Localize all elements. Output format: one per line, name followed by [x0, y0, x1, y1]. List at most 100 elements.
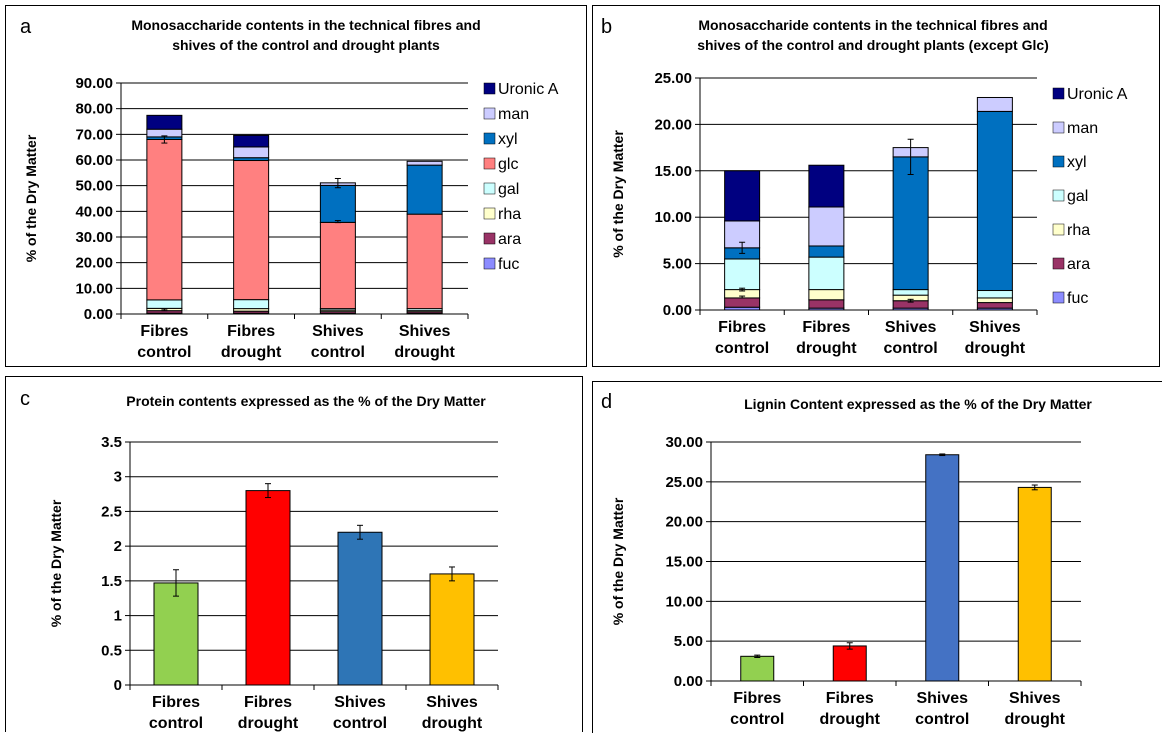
y-tick-label: 0.5 — [101, 642, 122, 659]
legend-label: glc — [498, 156, 518, 173]
legend-swatch — [483, 207, 496, 220]
legend-swatch — [1052, 223, 1065, 236]
x-tick-label: Fibres — [826, 690, 874, 707]
legend-label: ara — [498, 231, 521, 248]
y-tick-label: 20.00 — [654, 116, 692, 133]
x-tick-label: control — [333, 715, 387, 732]
bar — [925, 454, 960, 682]
y-tick-label: 10.00 — [654, 209, 692, 226]
legend-label: gal — [1067, 188, 1088, 205]
x-tick-label: control — [311, 344, 365, 361]
x-tick-label: drought — [796, 340, 857, 357]
chart-title: Monosaccharide contents in the technical… — [698, 17, 1047, 33]
bar-segment-glc — [319, 221, 356, 310]
legend-label: Uronic A — [498, 81, 559, 98]
legend-label: Uronic A — [1067, 86, 1128, 103]
y-tick-label: 30.00 — [665, 434, 703, 451]
bar — [153, 582, 199, 686]
legend-label: xyl — [1067, 154, 1087, 171]
x-tick-label: drought — [394, 344, 455, 361]
chart-title: Protein contents expressed as the % of t… — [126, 393, 486, 409]
y-tick-label: 1.5 — [101, 573, 122, 590]
bar-segment-ara — [808, 299, 845, 309]
panel-letter: c — [20, 388, 30, 410]
y-tick-label: 60.00 — [75, 152, 113, 169]
legend-swatch — [1052, 155, 1065, 168]
chart-panel-a: a Monosaccharide contents in the technica… — [5, 5, 587, 367]
y-tick-label: 40.00 — [75, 203, 113, 220]
x-tick-label: Fibres — [733, 690, 781, 707]
bar-segment-gal — [808, 256, 845, 291]
legend-label: fuc — [498, 256, 519, 273]
bar — [1017, 486, 1052, 682]
chart-panel-b: b Monosaccharide contents in the technica… — [592, 5, 1160, 367]
legend-swatch — [483, 257, 496, 270]
legend-swatch — [483, 232, 496, 245]
y-tick-label: 1 — [114, 608, 122, 625]
chart-d-svg: d Lignin Content expressed as the % of th… — [601, 391, 1092, 728]
y-tick-label: 70.00 — [75, 126, 113, 143]
x-tick-label: Fibres — [140, 323, 188, 340]
bar — [832, 645, 867, 682]
bar-segment-rha — [976, 297, 1013, 304]
legend-label: fuc — [1067, 290, 1088, 307]
bar-segment-man — [808, 206, 845, 247]
y-tick-label: 0.00 — [674, 673, 703, 690]
x-tick-label: Shives — [399, 323, 451, 340]
x-tick-label: control — [730, 711, 784, 728]
x-tick-label: drought — [965, 340, 1026, 357]
chart-c-svg: c Protein contents expressed as the % of … — [20, 388, 499, 732]
y-tick-label: 0 — [114, 677, 122, 694]
y-tick-label: 5.00 — [663, 256, 692, 273]
bar-segment-xyl — [319, 184, 356, 223]
bar-segment-xyl — [976, 110, 1013, 292]
legend-swatch — [1052, 291, 1065, 304]
legend-swatch — [483, 157, 496, 170]
y-tick-label: 50.00 — [75, 178, 113, 195]
bar-segment-glc — [233, 160, 270, 301]
legend-swatch — [483, 182, 496, 195]
y-tick-label: 30.00 — [75, 229, 113, 246]
legend-swatch — [483, 107, 496, 120]
panel-letter: a — [20, 16, 32, 38]
x-tick-label: drought — [1005, 711, 1066, 728]
x-tick-label: Fibres — [718, 319, 766, 336]
y-tick-label: 2 — [114, 538, 122, 555]
bar-segment-man — [976, 96, 1013, 112]
bar-segment-gal — [892, 289, 929, 296]
bar — [245, 490, 291, 686]
bar-segment-glc — [146, 138, 183, 301]
legend-swatch — [1052, 121, 1065, 134]
chart-title: Lignin Content expressed as the % of the… — [744, 396, 1092, 412]
legend-swatch — [1052, 189, 1065, 202]
x-tick-label: Fibres — [244, 694, 292, 711]
chart-title: shives of the control and drought plants… — [697, 37, 1049, 53]
y-tick-label: 25.00 — [665, 474, 703, 491]
x-tick-label: control — [137, 344, 191, 361]
y-tick-label: 3.5 — [101, 434, 122, 451]
bar-segment-xyl — [406, 164, 443, 215]
legend-swatch — [483, 132, 496, 145]
legend-label: man — [1067, 120, 1098, 137]
legend-label: man — [498, 106, 529, 123]
y-tick-label: 90.00 — [75, 75, 113, 92]
legend-label: rha — [498, 206, 521, 223]
y-tick-label: 20.00 — [665, 514, 703, 531]
bar-segment-uronic-a — [724, 170, 761, 222]
chart-panel-d: d Lignin Content expressed as the % of th… — [592, 381, 1162, 733]
bar — [429, 573, 475, 686]
legend-swatch — [1052, 87, 1065, 100]
x-tick-label: control — [715, 340, 769, 357]
x-tick-label: drought — [238, 715, 299, 732]
y-tick-label: 80.00 — [75, 101, 113, 118]
x-tick-label: Shives — [1009, 690, 1061, 707]
legend-swatch — [1052, 257, 1065, 270]
bar-segment-man — [406, 160, 443, 166]
bar-segment-uronic-a — [808, 164, 845, 208]
y-tick-label: 25.00 — [654, 70, 692, 87]
y-tick-label: 3 — [114, 469, 122, 486]
x-tick-label: Shives — [885, 319, 937, 336]
chart-b-svg: b Monosaccharide contents in the technica… — [601, 16, 1128, 357]
x-tick-label: Shives — [969, 319, 1021, 336]
legend-label: gal — [498, 181, 519, 198]
